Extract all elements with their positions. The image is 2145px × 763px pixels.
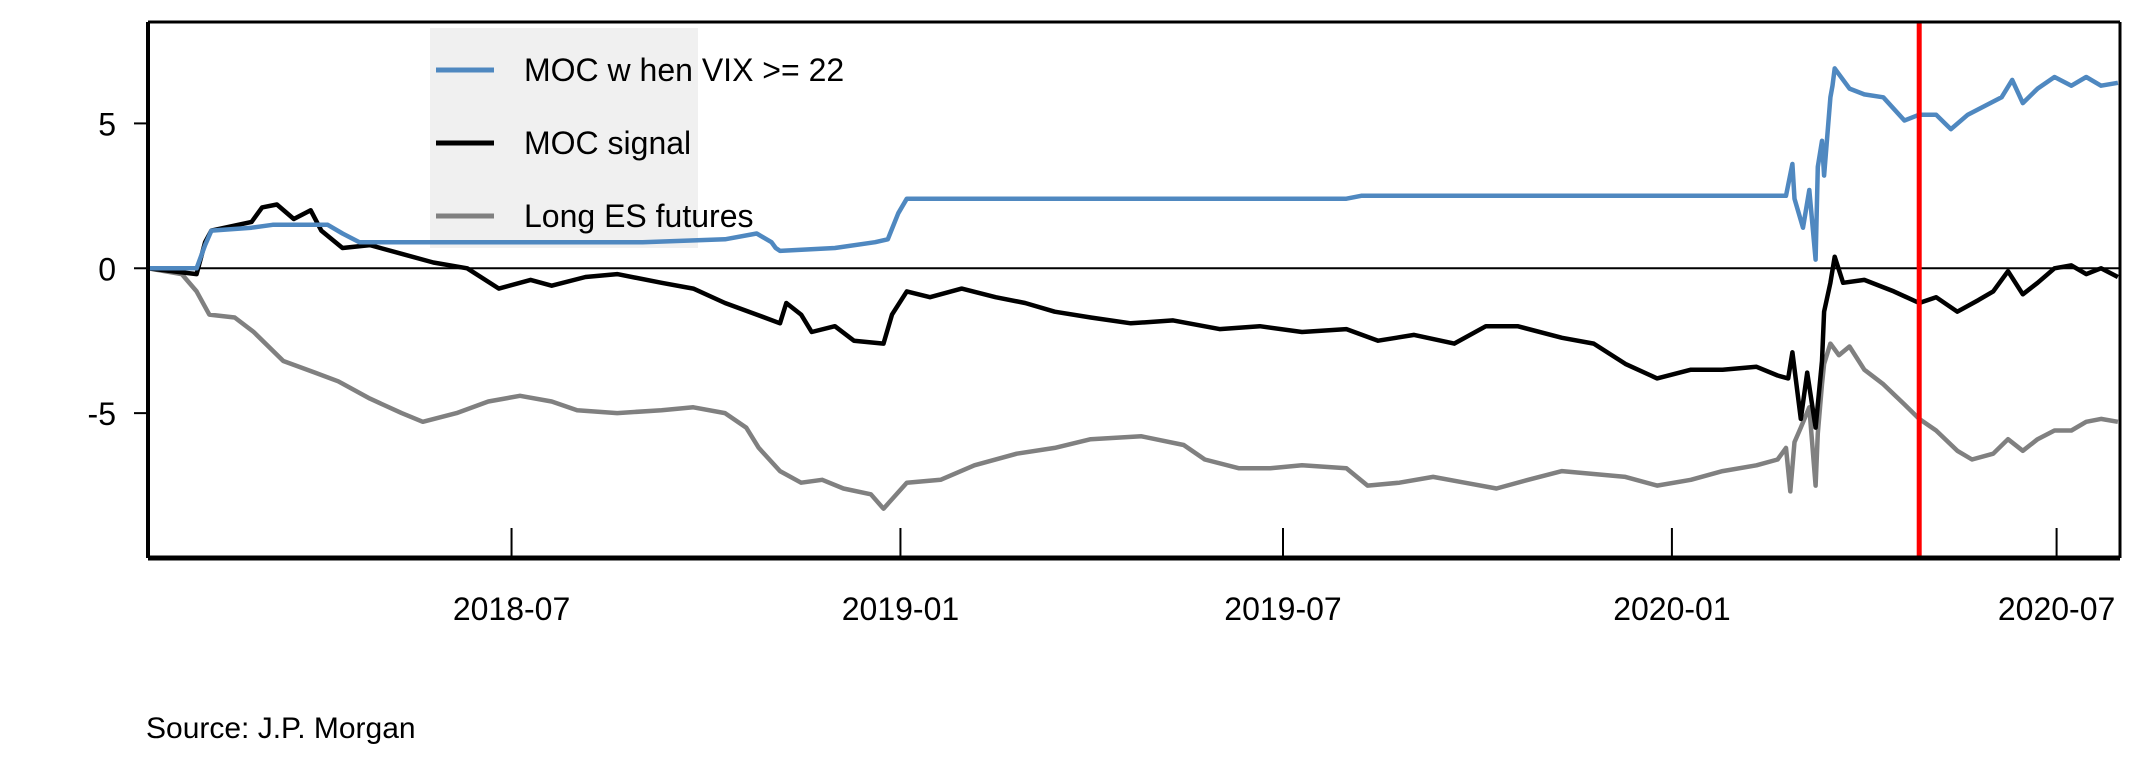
y-tick-label: 5 [98, 106, 116, 142]
axes: 5 0 -5 2018-07 2019-01 2019-07 2020-01 2020-07 [88, 20, 2122, 627]
legend: MOC w hen VIX >= 22 MOC signal Long ES fut… [436, 52, 844, 234]
x-tick-label: 2020-01 [1613, 591, 1730, 627]
x-tick-label: 2019-01 [842, 591, 959, 627]
legend-label-0: MOC w hen VIX >= 22 [524, 52, 844, 88]
source-note: Source: J.P. Morgan [146, 712, 416, 745]
y-tick-label: 0 [98, 251, 116, 287]
series-line-long-es-futures [147, 266, 2119, 511]
legend-label-1: MOC signal [524, 125, 691, 161]
x-tick-label: 2019-07 [1224, 591, 1341, 627]
legend-label-2: Long ES futures [524, 198, 753, 234]
series-line-moc-w-hen-vix-22 [148, 66, 2119, 271]
plot-area [147, 22, 2120, 558]
series-line-moc-signal [147, 202, 2119, 430]
legend-background [430, 28, 698, 248]
x-tick-label: 2020-07 [1998, 591, 2115, 627]
y-tick-label: -5 [88, 396, 116, 432]
x-tick-label: 2018-07 [453, 591, 570, 627]
